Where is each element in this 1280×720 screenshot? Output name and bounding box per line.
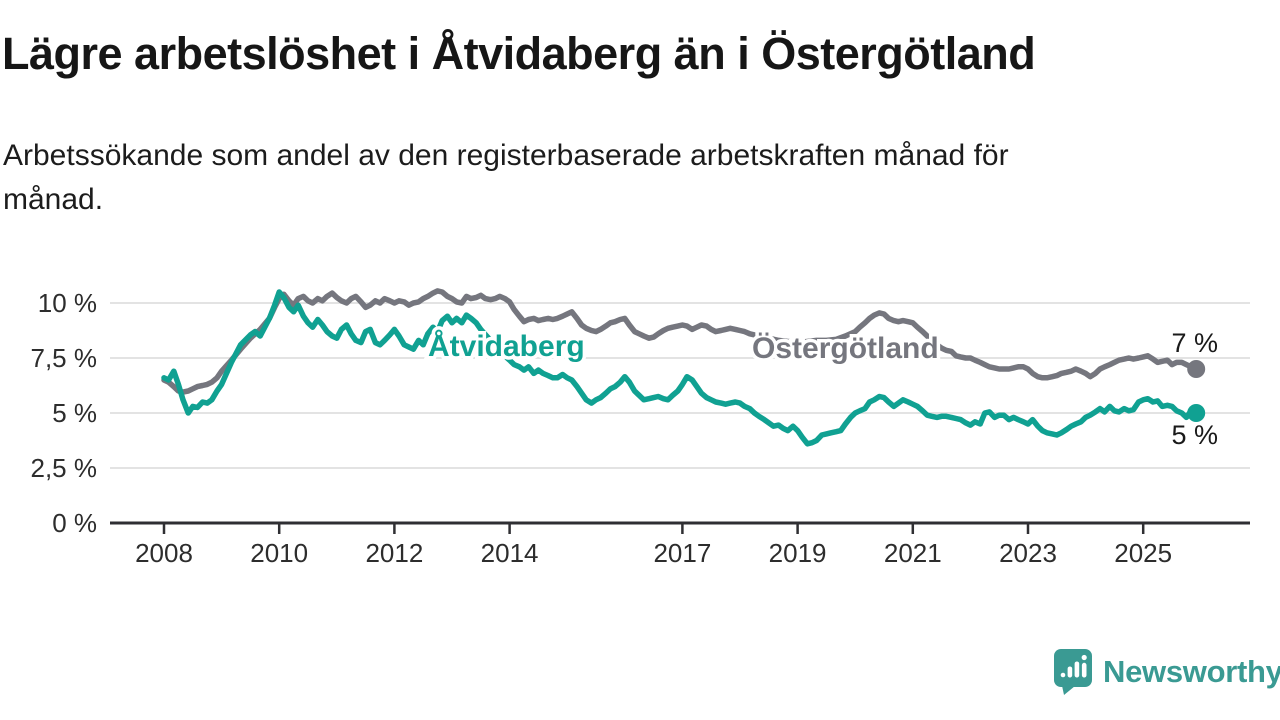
newsworthy-logo: Newsworthy: [1053, 648, 1280, 696]
chart-title: Lägre arbetslöshet i Åtvidaberg än i Öst…: [2, 28, 1036, 79]
series-line-stergtland: [161, 288, 1199, 395]
x-tick-label: 2025: [1114, 538, 1172, 568]
series-end-value-tvidaberg: 5 %: [1171, 420, 1218, 450]
y-tick-label: 5 %: [52, 398, 97, 428]
x-tick-label: 2019: [769, 538, 827, 568]
y-tick-label: 2,5 %: [31, 453, 98, 483]
x-tick-label: 2010: [250, 538, 308, 568]
chart-subtitle: Arbetssökande som andel av den registerb…: [3, 134, 1273, 221]
chart-subtitle-line2: månad.: [3, 182, 104, 216]
series-end-dot-tvidaberg: [1187, 404, 1206, 422]
x-tick-label: 2021: [884, 538, 942, 568]
series-end-dot-stergtland: [1187, 360, 1206, 378]
x-tick-label: 2008: [135, 538, 193, 568]
x-tick-label: 2014: [481, 538, 539, 568]
y-tick-label: 7,5 %: [31, 343, 98, 373]
chart-subtitle-line1: Arbetssökande som andel av den registerb…: [3, 139, 1009, 172]
y-tick-label: 10 %: [38, 288, 97, 318]
series-label-stergtland: Östergötland: [752, 332, 939, 365]
x-tick-label: 2012: [365, 538, 423, 568]
x-tick-label: 2023: [999, 538, 1057, 568]
y-tick-label: 0 %: [52, 508, 97, 538]
x-tick-label: 2017: [653, 538, 711, 568]
series-line-tvidaberg: [161, 289, 1199, 447]
speech-bubble-bar-chart-exclamation-icon: [1054, 649, 1092, 695]
series-label-tvidaberg: Åtvidaberg: [428, 330, 585, 363]
newsworthy-wordmark: Newsworthy: [1103, 654, 1280, 689]
series-end-value-stergtland: 7 %: [1171, 328, 1218, 358]
